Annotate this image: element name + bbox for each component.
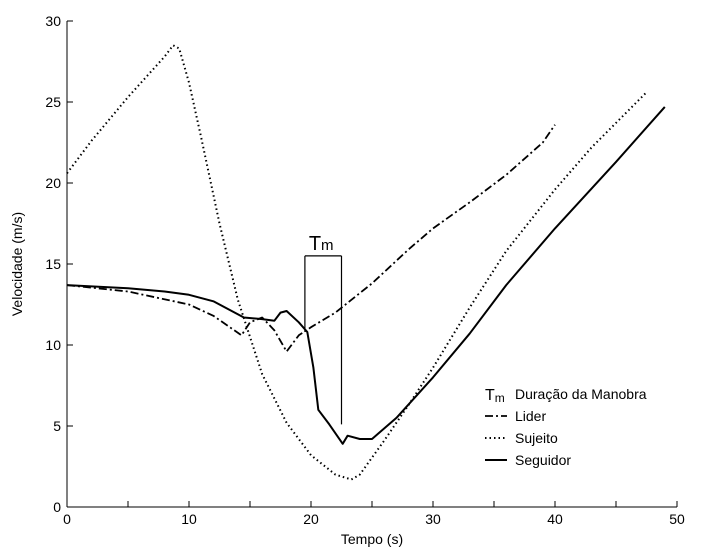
tm-annotation: Tm [304, 233, 343, 425]
y-tick-label: 5 [53, 418, 61, 434]
x-tick-label: 10 [181, 511, 197, 527]
y-axis-label: Velocidade (m/s) [9, 212, 25, 316]
y-tick-label: 20 [45, 175, 61, 191]
x-tick-label: 20 [303, 511, 319, 527]
x-tick-label: 0 [63, 511, 71, 527]
y-tick-label: 30 [45, 13, 61, 29]
x-tick-label: 30 [425, 511, 441, 527]
x-tick-label: 40 [547, 511, 563, 527]
y-tick-label: 25 [45, 94, 61, 110]
legend-note-label: Duração da Manobra [515, 386, 647, 402]
series-line-seguidor [66, 106, 666, 445]
legend-label-seguidor: Seguidor [515, 452, 571, 468]
legend: Tm Duração da Manobra Lider Sujeito Seguidor [485, 386, 647, 468]
axis-ticks: 0 10 20 30 40 50 0 5 10 15 20 25 30 [45, 13, 685, 527]
plot-frame [66, 21, 677, 508]
tm-label: Tm [309, 233, 334, 255]
x-tick-label: 50 [669, 511, 685, 527]
legend-label-sujeito: Sujeito [515, 430, 558, 446]
x-axis-label: Tempo (s) [341, 531, 403, 547]
y-tick-label: 15 [45, 256, 61, 272]
series-line-lider [66, 124, 556, 353]
series-line-sujeito [66, 44, 648, 481]
series-lines [66, 44, 666, 481]
y-tick-label: 10 [45, 337, 61, 353]
legend-note-symbol: Tm [485, 387, 505, 405]
y-tick-label: 0 [53, 499, 61, 515]
legend-label-lider: Lider [515, 408, 546, 424]
